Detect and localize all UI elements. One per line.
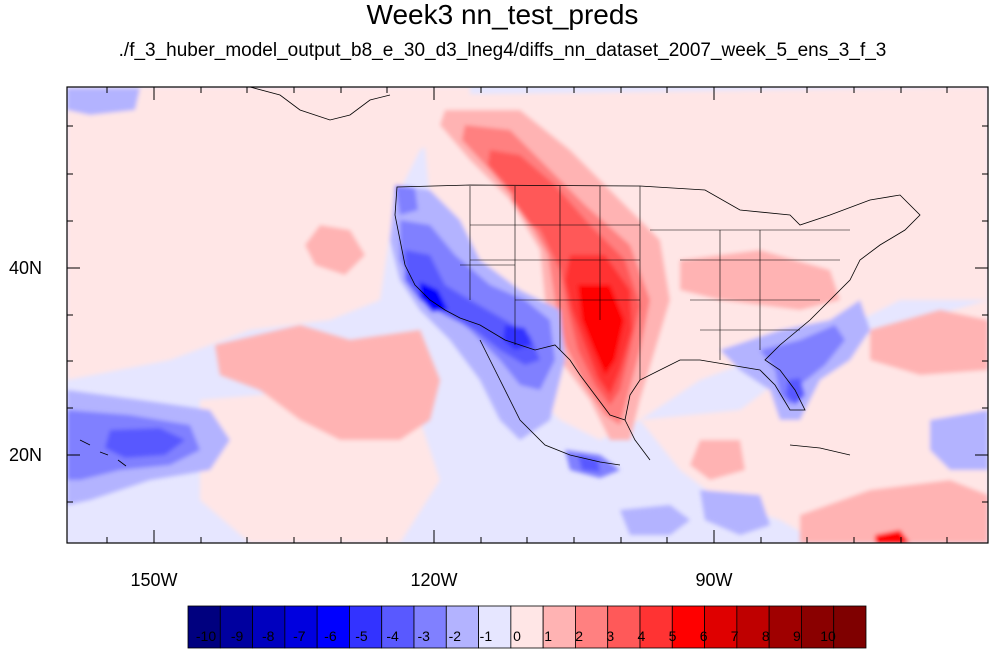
state-lines: [460, 186, 850, 380]
colorbar-swatch: [478, 605, 512, 649]
lat-tick-label: 20N: [8, 445, 42, 465]
colorbar-label: -5: [355, 628, 368, 644]
lon-tick-label: 120W: [410, 570, 458, 590]
cuba: [789, 444, 851, 456]
colorbar-swatch: [316, 605, 350, 649]
field-region: [105, 428, 185, 458]
colorbar-label: -7: [293, 628, 306, 644]
colorbar-label: 5: [668, 628, 677, 644]
colorbar-label: -4: [386, 628, 399, 644]
colorbar-label: -2: [448, 628, 462, 644]
field-region: [578, 455, 600, 472]
alaska-coast: [249, 87, 391, 121]
mexico-coast: [479, 339, 651, 466]
tick-marks: [67, 87, 988, 543]
chart-title: Week3 nn_test_preds: [366, 0, 639, 30]
lon-tick-label: 90W: [695, 570, 733, 590]
colorbar-label: -3: [417, 628, 430, 644]
field-region: [870, 310, 988, 375]
chart-subtitle: ./f_3_huber_model_output_b8_e_30_d3_lneg…: [118, 40, 887, 61]
colorbar-label: -8: [261, 628, 275, 644]
colorbar-label: 4: [637, 628, 646, 644]
hawaii: [79, 439, 127, 467]
colorbar-label: 7: [730, 628, 739, 644]
colorbar-swatch: [252, 605, 286, 649]
colorbar-label: 0: [513, 628, 521, 644]
field-region: [503, 325, 532, 350]
colorbar-swatch: [575, 605, 609, 649]
field-region: [420, 282, 448, 312]
colorbar-swatch: [187, 605, 221, 649]
field-region: [760, 325, 845, 405]
field-region: [215, 325, 440, 440]
colorbar-swatch: [736, 605, 770, 649]
colorbar-label: -6: [324, 628, 337, 644]
colorbar-label: 10: [820, 628, 836, 644]
colorbar-label: -1: [479, 628, 493, 644]
field-region: [620, 505, 690, 535]
colorbar-swatch: [413, 605, 447, 649]
colorbar-label: -10: [195, 628, 217, 644]
field-region: [305, 225, 365, 275]
lat-tick-label: 40N: [8, 258, 42, 278]
colorbar-swatch: [381, 605, 415, 649]
colorbar-label: 2: [575, 628, 584, 644]
field-region: [512, 180, 565, 235]
field-region: [690, 440, 745, 480]
colorbar-label: 9: [792, 628, 801, 644]
field-region: [67, 88, 140, 115]
colorbar-label: 8: [761, 628, 770, 644]
field-region: [578, 285, 624, 375]
colorbar-swatch: [542, 605, 576, 649]
field-region: [700, 490, 770, 535]
colorbar-label: 1: [544, 628, 552, 644]
field-region: [395, 185, 418, 215]
coastlines: [79, 87, 921, 467]
field-region: [67, 87, 470, 380]
colorbar-label: 3: [606, 628, 615, 644]
colorbar-label: -9: [230, 628, 244, 644]
colorbar-swatch: [510, 605, 544, 649]
colorbar-swatch: [801, 605, 835, 649]
colorbar-swatch: [284, 605, 318, 649]
us-outline: [394, 184, 921, 421]
colorbar-swatch: [671, 605, 705, 649]
colorbar-swatch: [349, 605, 383, 649]
colorbar-swatch: [607, 605, 641, 649]
field-region: [930, 410, 988, 470]
colorbar-swatch: [833, 605, 867, 649]
lon-tick-label: 150W: [130, 570, 178, 590]
field-region: [800, 480, 988, 543]
colorbar-label: 6: [699, 628, 708, 644]
